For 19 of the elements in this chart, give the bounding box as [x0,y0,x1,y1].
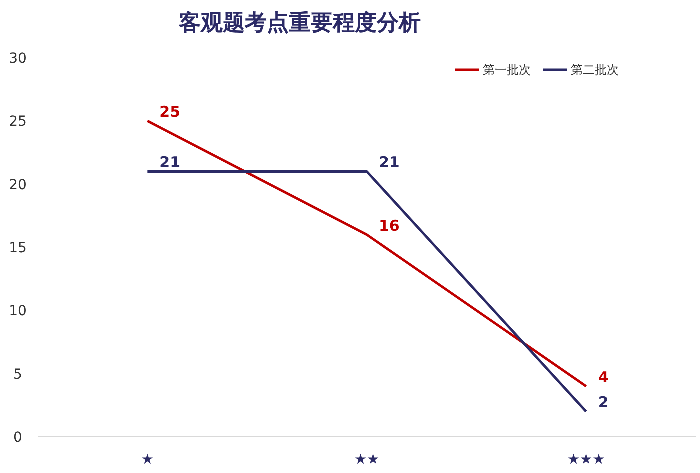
legend-label: 第二批次 [571,63,619,77]
data-label: 16 [379,216,400,235]
data-label: 25 [160,103,181,122]
y-tick-label: 15 [9,240,27,256]
y-tick-label: 10 [9,304,27,320]
y-tick-label: 30 [9,51,27,67]
x-tick-label: ★★★ [568,452,606,468]
y-tick-label: 20 [9,177,27,194]
data-label: 2 [598,394,609,412]
y-tick-label: 5 [14,366,22,383]
x-tick-label: ★★ [354,452,380,468]
y-tick-label: 25 [9,114,27,130]
data-label: 21 [379,154,400,172]
y-tick-label: 0 [14,430,22,446]
data-label: 4 [598,368,609,386]
x-tick-label: ★ [141,452,154,468]
legend-label: 第一批次 [483,63,531,77]
chart-title: 客观题考点重要程度分析 [178,10,421,36]
data-label: 21 [160,154,181,172]
